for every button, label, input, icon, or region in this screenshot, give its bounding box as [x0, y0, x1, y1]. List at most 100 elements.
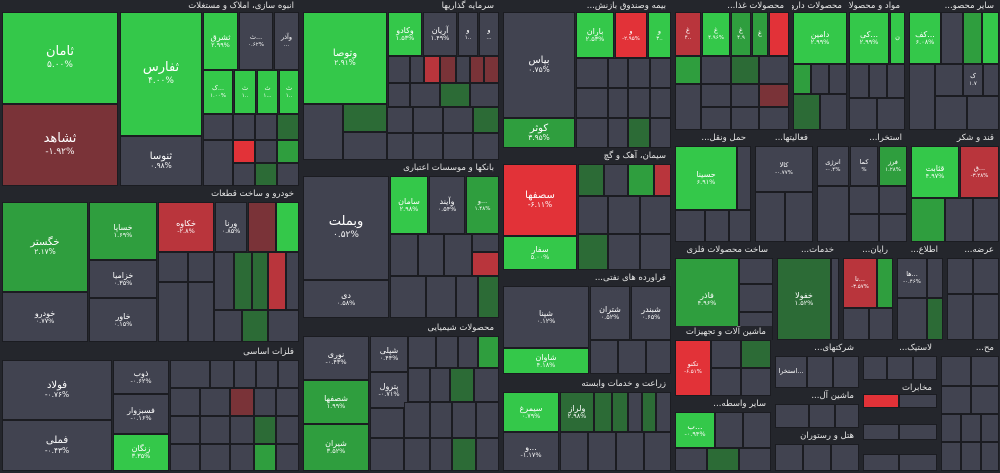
- small-tile[interactable]: [277, 114, 299, 140]
- small-tile[interactable]: [869, 64, 887, 98]
- small-tile[interactable]: [576, 118, 608, 148]
- small-tile[interactable]: [203, 140, 233, 186]
- stock-tile[interactable]: خاور ۰.۱۵%: [89, 298, 157, 342]
- small-tile[interactable]: [576, 88, 608, 118]
- small-tile[interactable]: [707, 448, 739, 471]
- small-tile[interactable]: [158, 282, 188, 342]
- small-tile[interactable]: [343, 132, 387, 160]
- stock-tile[interactable]: کما %: [850, 146, 878, 186]
- small-tile[interactable]: [899, 424, 937, 440]
- stock-tile[interactable]: خفولا ۱.۵۲%: [777, 258, 831, 340]
- small-tile[interactable]: [254, 444, 276, 471]
- small-tile[interactable]: [458, 336, 478, 368]
- small-tile[interactable]: [711, 340, 741, 368]
- small-tile[interactable]: [410, 83, 440, 107]
- small-tile[interactable]: [594, 392, 612, 432]
- small-tile[interactable]: [807, 356, 833, 388]
- small-tile[interactable]: [701, 56, 731, 84]
- small-tile[interactable]: [430, 402, 452, 438]
- small-tile[interactable]: [817, 186, 849, 242]
- small-tile[interactable]: [879, 214, 907, 242]
- stock-tile[interactable]: سامان ۲.۹۸%: [390, 176, 428, 234]
- small-tile[interactable]: [255, 114, 277, 140]
- small-tile[interactable]: [476, 438, 499, 471]
- stock-tile[interactable]: خزامیا ۰.۳۵%: [89, 260, 157, 298]
- small-tile[interactable]: [608, 58, 628, 88]
- small-tile[interactable]: [863, 424, 899, 440]
- small-tile[interactable]: [604, 164, 628, 196]
- small-tile[interactable]: [833, 356, 859, 388]
- small-tile[interactable]: [616, 432, 644, 471]
- small-tile[interactable]: [278, 360, 299, 388]
- small-tile[interactable]: [256, 360, 278, 388]
- small-tile[interactable]: [640, 196, 671, 234]
- small-tile[interactable]: [484, 56, 499, 83]
- stock-tile[interactable]: ث ۱..: [234, 70, 256, 114]
- small-tile[interactable]: [436, 336, 458, 368]
- stock-tile[interactable]: فولاد -۰.۷۶%: [2, 360, 112, 420]
- small-tile[interactable]: [456, 276, 478, 318]
- small-tile[interactable]: [739, 448, 771, 471]
- small-tile[interactable]: [650, 118, 671, 148]
- small-tile[interactable]: [701, 84, 731, 107]
- small-tile[interactable]: [170, 360, 210, 388]
- small-tile[interactable]: [188, 252, 214, 282]
- small-tile[interactable]: [803, 444, 831, 471]
- small-tile[interactable]: [961, 442, 981, 471]
- small-tile[interactable]: [214, 252, 234, 310]
- stock-tile[interactable]: ورنا ۰.۸۵%: [215, 202, 247, 252]
- small-tile[interactable]: [628, 58, 650, 88]
- small-tile[interactable]: [608, 88, 628, 118]
- small-tile[interactable]: [863, 356, 887, 380]
- small-tile[interactable]: [911, 198, 945, 242]
- small-tile[interactable]: [430, 368, 450, 402]
- small-tile[interactable]: [831, 258, 839, 340]
- small-tile[interactable]: [254, 388, 276, 416]
- stock-tile[interactable]: غ ۴.۹۶%: [702, 12, 730, 56]
- stock-tile[interactable]: دامین ۲.۹۹%: [793, 12, 847, 64]
- small-tile[interactable]: [188, 282, 214, 342]
- small-tile[interactable]: [811, 64, 829, 94]
- stock-tile[interactable]: خگستر ۲.۱۷%: [2, 202, 88, 292]
- stock-tile[interactable]: شتران ۰.۵۲%: [590, 286, 630, 340]
- small-tile[interactable]: [831, 444, 859, 471]
- small-tile[interactable]: [941, 12, 963, 64]
- small-tile[interactable]: [973, 198, 999, 242]
- small-tile[interactable]: [654, 164, 671, 196]
- small-tile[interactable]: [276, 444, 299, 471]
- small-tile[interactable]: [413, 133, 443, 160]
- stock-tile[interactable]: وتوصا ۲.۹۱%: [303, 12, 387, 104]
- small-tile[interactable]: [829, 64, 847, 94]
- small-tile[interactable]: [947, 258, 973, 294]
- stock-tile[interactable]: خکاوه -۲.۸%: [158, 202, 214, 252]
- small-tile[interactable]: [430, 438, 452, 471]
- small-tile[interactable]: [843, 308, 869, 340]
- small-tile[interactable]: [741, 340, 771, 368]
- small-tile[interactable]: [877, 98, 905, 130]
- small-tile[interactable]: [941, 386, 971, 414]
- small-tile[interactable]: [941, 356, 971, 386]
- small-tile[interactable]: [408, 336, 436, 368]
- small-tile[interactable]: [759, 56, 789, 84]
- small-tile[interactable]: [967, 96, 999, 130]
- stock-tile[interactable]: حسینا ۶.۹۱%: [675, 146, 737, 210]
- small-tile[interactable]: [809, 404, 835, 428]
- small-tile[interactable]: [628, 118, 650, 148]
- small-tile[interactable]: [705, 210, 729, 242]
- small-tile[interactable]: [200, 416, 230, 444]
- small-tile[interactable]: [785, 192, 813, 242]
- small-tile[interactable]: [675, 84, 701, 130]
- small-tile[interactable]: [370, 438, 404, 471]
- stock-tile[interactable]: غ ۴..: [675, 12, 701, 56]
- small-tile[interactable]: [971, 356, 999, 386]
- small-tile[interactable]: [277, 163, 299, 186]
- small-tile[interactable]: [743, 412, 771, 448]
- small-tile[interactable]: [612, 392, 628, 432]
- small-tile[interactable]: [170, 444, 200, 471]
- stock-tile[interactable]: زنگان ۳.۳۵%: [113, 434, 169, 471]
- stock-tile[interactable]: شیران ۳.۵۲%: [303, 424, 369, 471]
- stock-tile[interactable]: وبملت ۰.۵۲%: [303, 176, 389, 280]
- small-tile[interactable]: [759, 107, 789, 130]
- stock-tile[interactable]: کف... ۶.۰۸%: [909, 12, 941, 64]
- small-tile[interactable]: [739, 284, 773, 312]
